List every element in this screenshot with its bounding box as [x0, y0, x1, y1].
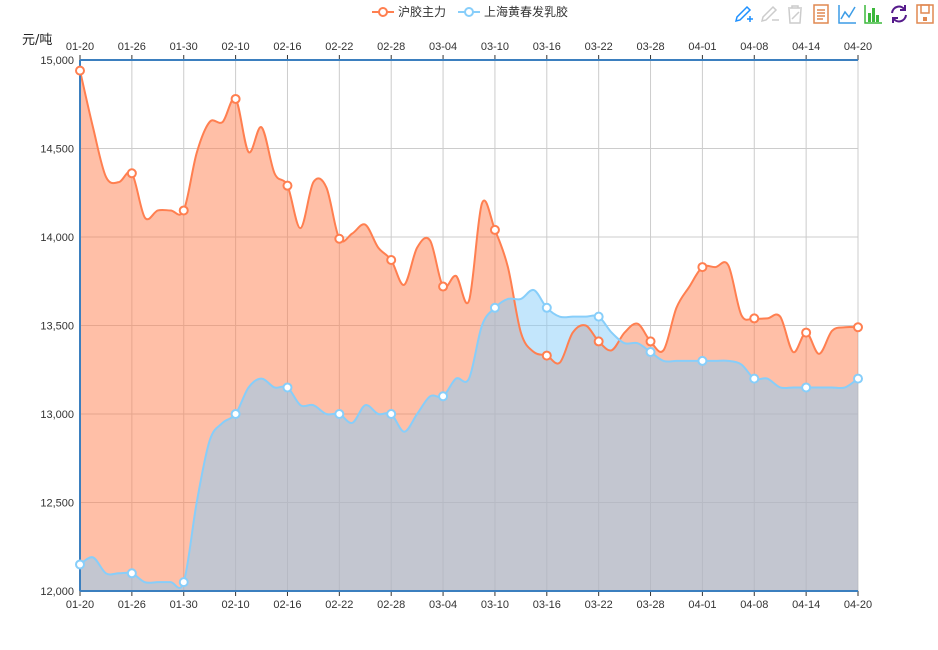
legend: 沪胶主力 上海黄春发乳胶: [372, 3, 568, 20]
mark-clear-icon[interactable]: [784, 3, 806, 25]
legend-line-symbol-icon: [372, 6, 394, 17]
series-line-2: [79, 288, 859, 589]
x-tick-label-bottom: 03-22: [585, 599, 613, 611]
data-point: [801, 382, 812, 393]
data-point: [438, 281, 449, 292]
mark-icon[interactable]: [732, 3, 754, 25]
x-tick-label-top: 03-28: [636, 41, 664, 53]
data-point: [126, 168, 137, 179]
data-point: [593, 336, 604, 347]
x-tick-label-top: 03-16: [533, 41, 561, 53]
data-point: [75, 65, 85, 76]
x-tick-label-bottom: 01-20: [66, 599, 94, 611]
series-areas: [80, 70, 858, 592]
data-point: [334, 409, 345, 419]
data-point: [749, 373, 760, 384]
series-points: [75, 65, 863, 588]
x-tick-label-top: 04-08: [740, 41, 768, 53]
data-point: [386, 255, 397, 266]
data-point: [386, 409, 397, 419]
series-line-1: [79, 70, 859, 365]
x-tick-label-top: 04-20: [844, 41, 872, 53]
bar-chart-icon[interactable]: [862, 3, 884, 25]
data-point: [645, 336, 656, 347]
x-tick-label-top: 04-14: [792, 41, 820, 53]
legend-line-symbol-icon: [458, 6, 481, 17]
series-area-2: [80, 289, 858, 591]
data-point: [853, 322, 863, 333]
y-axis-unit-label: 元/吨: [22, 33, 52, 48]
data-point: [178, 205, 189, 216]
legend-label: 上海黄春发乳胶: [484, 5, 569, 19]
data-point: [749, 313, 760, 324]
x-tick-label-top: 01-30: [170, 41, 198, 53]
x-tick-label-bottom: 04-08: [740, 599, 768, 611]
x-tick-label-top: 01-20: [66, 41, 94, 53]
y-tick-label: 15,000: [40, 55, 74, 67]
x-tick-label-bottom: 02-22: [325, 599, 353, 611]
x-tick-label-bottom: 03-10: [481, 599, 509, 611]
legend-item-series-2[interactable]: 上海黄春发乳胶: [458, 3, 568, 20]
data-point: [489, 224, 500, 235]
axes: 12,000 12,500 13,000 13,500 14,000 14,500 15,0…: [40, 41, 872, 611]
data-point: [230, 409, 241, 419]
y-tick-label: 12,500: [40, 498, 74, 510]
data-point: [645, 347, 656, 358]
data-point: [178, 577, 189, 588]
x-tick-label-bottom: 01-26: [118, 599, 146, 611]
x-tick-label-top: 02-16: [273, 41, 301, 53]
x-tick-label-bottom: 03-16: [533, 599, 561, 611]
x-tick-label-top: 02-22: [325, 41, 353, 53]
x-tick-label-top: 03-22: [585, 41, 613, 53]
x-tick-label-bottom: 03-28: [636, 599, 664, 611]
x-tick-label-bottom: 02-10: [222, 599, 250, 611]
x-tick-label-bottom: 01-30: [170, 599, 198, 611]
y-tick-label: 14,500: [40, 144, 74, 156]
x-tick-label-bottom: 03-04: [429, 599, 457, 611]
x-tick-label-bottom: 02-16: [273, 599, 301, 611]
x-tick-label-bottom: 04-01: [688, 599, 716, 611]
legend-label: 沪胶主力: [398, 5, 447, 19]
line-chart-icon[interactable]: [836, 3, 858, 25]
data-point: [853, 373, 863, 384]
data-point: [697, 355, 708, 366]
x-tick-label-top: 03-04: [429, 41, 457, 53]
mark-undo-icon[interactable]: [758, 3, 780, 25]
data-point: [230, 93, 241, 104]
x-tick-label-bottom: 04-20: [844, 599, 872, 611]
data-point: [438, 391, 449, 402]
x-tick-label-bottom: 04-14: [792, 599, 820, 611]
data-point: [282, 180, 293, 191]
x-tick-label-top: 04-01: [688, 41, 716, 53]
data-point: [697, 262, 708, 273]
data-view-icon[interactable]: [810, 3, 832, 25]
x-tick-label-top: 01-26: [118, 41, 146, 53]
x-tick-label-top: 03-10: [481, 41, 509, 53]
y-tick-label: 13,000: [40, 409, 74, 421]
data-point: [489, 302, 500, 313]
data-point: [334, 233, 345, 244]
data-point: [126, 568, 137, 579]
restore-icon[interactable]: [888, 3, 910, 25]
data-point: [541, 350, 552, 361]
data-point: [593, 311, 604, 322]
data-point: [75, 559, 85, 570]
data-point: [801, 327, 812, 338]
y-tick-label: 12,000: [40, 586, 74, 598]
toolbox: [732, 3, 936, 25]
data-point: [541, 302, 552, 313]
y-tick-label: 13,500: [40, 321, 74, 333]
y-tick-label: 14,000: [40, 232, 74, 244]
data-point: [282, 382, 293, 393]
x-tick-label-top: 02-10: [222, 41, 250, 53]
series-lines: [79, 70, 859, 589]
x-tick-label-bottom: 02-28: [377, 599, 405, 611]
legend-item-series-1[interactable]: 沪胶主力: [372, 3, 446, 20]
save-image-icon[interactable]: [914, 3, 936, 25]
x-tick-label-top: 02-28: [377, 41, 405, 53]
